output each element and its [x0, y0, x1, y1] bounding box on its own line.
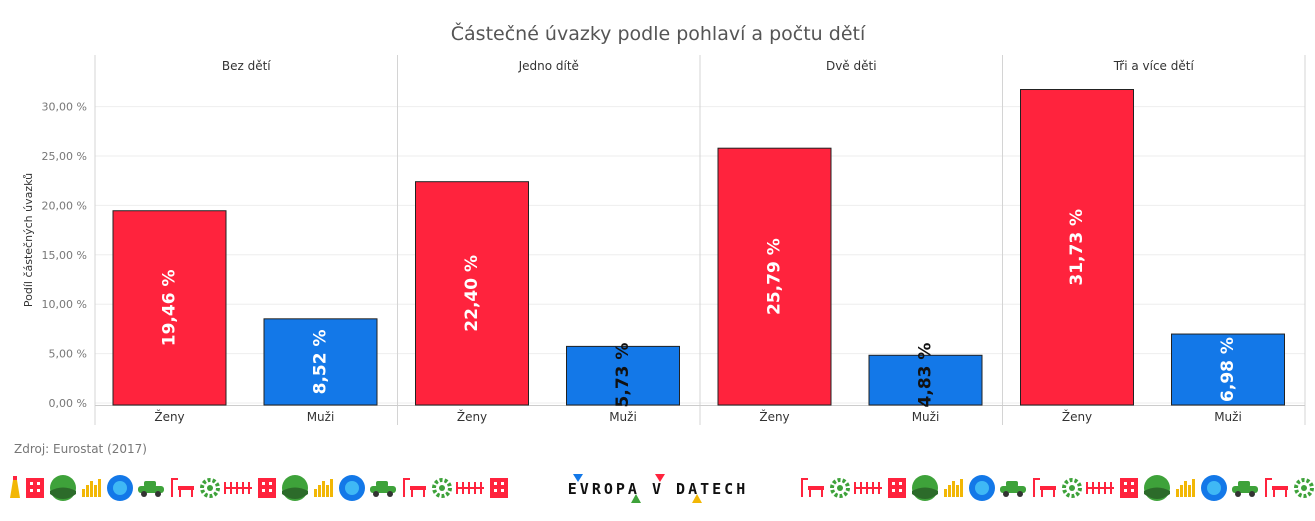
building-icon: [888, 478, 906, 498]
sun-icon: [969, 475, 995, 501]
bench-icon: [801, 478, 824, 497]
y-axis: 0,00 % 5,00 % 10,00 % 15,00 % 20,00 % 25,00 %…: [42, 101, 87, 410]
brand-logo-marks: [573, 474, 702, 503]
building-icon: [258, 478, 276, 498]
bar-value-label: 6,98 %: [1218, 337, 1238, 402]
building-icon: [490, 478, 508, 498]
gear-icon: [830, 478, 850, 498]
bench-icon: [1033, 478, 1056, 497]
tree-icon: [50, 475, 76, 501]
y-tick-label: 30,00 %: [42, 101, 87, 114]
fence-icon: [854, 482, 882, 494]
y-tick-label: 5,00 %: [49, 348, 87, 361]
lighthouse-icon: [10, 476, 20, 498]
bar-value-label: 31,73 %: [1067, 209, 1087, 286]
y-tick-label: 20,00 %: [42, 199, 87, 212]
fence-icon: [1086, 482, 1114, 494]
chart-icon: [314, 479, 333, 497]
bar-muzi: [1171, 333, 1285, 406]
panel-title: Tři a více dětí: [1113, 59, 1195, 73]
panel-title: Jedno dítě: [518, 59, 579, 73]
y-tick-label: 10,00 %: [42, 298, 87, 311]
panel-title: Dvě děti: [826, 59, 877, 73]
fence-icon: [456, 482, 484, 494]
bench-icon: [171, 478, 194, 497]
bar-zeny: [1020, 89, 1134, 406]
gear-icon: [200, 478, 220, 498]
bar-value-label: 19,46 %: [160, 270, 180, 347]
source-note: Zdroj: Eurostat (2017): [14, 442, 147, 456]
car-icon: [138, 481, 164, 497]
category-label: Muži: [609, 410, 637, 424]
y-tick-label: 0,00 %: [49, 397, 87, 410]
chart-title: Částečné úvazky podle pohlaví a počtu dě…: [451, 21, 866, 45]
chart-icon: [82, 479, 101, 497]
category-label: Muži: [1214, 410, 1242, 424]
bar-muzi: [263, 318, 378, 406]
bar-zeny: [112, 210, 227, 406]
gear-icon: [1062, 478, 1082, 498]
bench-icon: [1265, 478, 1288, 497]
bench-icon: [403, 478, 426, 497]
sun-icon: [107, 475, 133, 501]
chart-icon: [1176, 479, 1195, 497]
tree-icon: [912, 475, 938, 501]
bar-zeny: [717, 147, 832, 406]
y-tick-label: 25,00 %: [42, 150, 87, 163]
category-label: Muži: [307, 410, 335, 424]
panel-title: Bez dětí: [222, 59, 271, 73]
bar-value-label: 25,79 %: [765, 238, 785, 315]
bar-value-label: 4,83 %: [916, 343, 936, 408]
bar-value-label: 22,40 %: [462, 255, 482, 332]
sun-icon: [1201, 475, 1227, 501]
y-axis-label: Podíl částečných úvazků: [22, 173, 35, 307]
bar-muzi: [868, 354, 983, 406]
footer-banner: EVROPA V DATECH: [10, 474, 1314, 503]
bar-zeny: [415, 181, 529, 406]
building-icon: [26, 478, 44, 498]
brand-logo-text: EVROPA V DATECH: [568, 480, 748, 498]
chart-icon: [944, 479, 963, 497]
car-icon: [1232, 481, 1258, 497]
sun-icon: [339, 475, 365, 501]
tree-icon: [1144, 475, 1170, 501]
car-icon: [1000, 481, 1026, 497]
building-icon: [1120, 478, 1138, 498]
fence-icon: [224, 482, 252, 494]
chart-panels: Bez dětí 19,46 % Ženy 8,52 % Muži Jedno dítě 2…: [112, 59, 1285, 424]
category-label: Ženy: [1062, 409, 1092, 424]
bar-value-label: 8,52 %: [311, 329, 331, 394]
category-label: Muži: [912, 410, 940, 424]
category-label: Ženy: [154, 409, 184, 424]
bar-value-label: 5,73 %: [613, 343, 633, 408]
car-icon: [370, 481, 396, 497]
tree-icon: [282, 475, 308, 501]
category-label: Ženy: [457, 409, 487, 424]
y-tick-label: 15,00 %: [42, 249, 87, 262]
bar-muzi: [566, 345, 680, 406]
gear-icon: [1294, 478, 1314, 498]
gear-icon: [432, 478, 452, 498]
category-label: Ženy: [759, 409, 789, 424]
